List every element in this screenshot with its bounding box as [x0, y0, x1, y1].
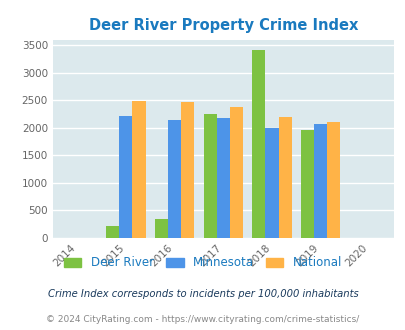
Bar — [203, 114, 216, 238]
Title: Deer River Property Crime Index: Deer River Property Crime Index — [88, 18, 357, 33]
Bar — [300, 130, 313, 238]
Bar — [132, 101, 145, 238]
Bar — [265, 128, 278, 238]
Bar — [216, 118, 229, 238]
Bar — [181, 102, 194, 238]
Bar — [106, 225, 119, 238]
Bar — [252, 50, 265, 238]
Text: © 2024 CityRating.com - https://www.cityrating.com/crime-statistics/: © 2024 CityRating.com - https://www.city… — [46, 315, 359, 324]
Bar — [278, 116, 291, 238]
Bar — [119, 115, 132, 238]
Bar — [326, 122, 340, 238]
Legend: Deer River, Minnesota, National: Deer River, Minnesota, National — [59, 252, 346, 274]
Bar — [313, 124, 326, 238]
Text: Crime Index corresponds to incidents per 100,000 inhabitants: Crime Index corresponds to incidents per… — [47, 289, 358, 299]
Bar — [168, 120, 181, 238]
Bar — [229, 107, 243, 238]
Bar — [154, 219, 168, 238]
